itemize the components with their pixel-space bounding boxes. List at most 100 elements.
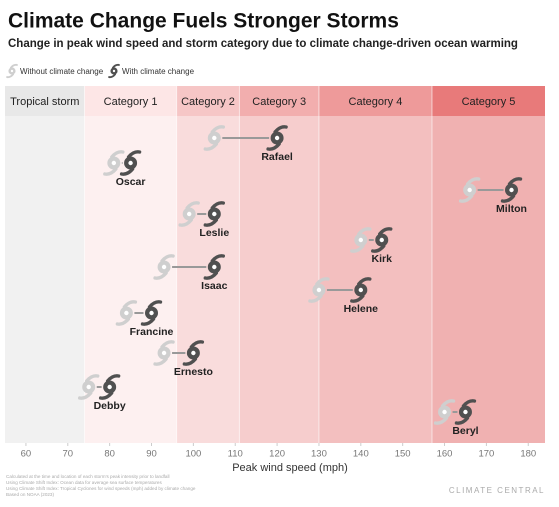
icon-eye: [149, 310, 154, 316]
icon-eye: [186, 211, 192, 217]
with-marker: [182, 340, 205, 366]
icon-tail: [140, 317, 156, 326]
with-marker: [266, 125, 288, 151]
storm-label: Rafael: [261, 151, 293, 163]
icon-tail: [178, 218, 193, 227]
icon-eye: [442, 409, 447, 415]
icon-eye: [86, 384, 91, 390]
footnote: Using Climate Shift Index: Ocean data fo…: [6, 480, 162, 485]
icon-tail: [461, 399, 477, 408]
icon-tail: [507, 177, 523, 186]
storm-label: Milton: [496, 203, 527, 215]
icon-eye: [212, 264, 217, 270]
icon-tail: [350, 244, 365, 253]
icon-eye: [274, 135, 280, 141]
icon-tail: [458, 194, 474, 203]
band-label: Category 1: [104, 96, 158, 108]
icon-tail: [153, 271, 168, 280]
icon-eye: [509, 187, 514, 193]
icon-eye: [124, 310, 129, 316]
x-tick-label: 140: [353, 449, 369, 460]
band: [239, 116, 319, 443]
icon-tail: [110, 150, 125, 159]
icon-tail: [85, 374, 100, 383]
band-label: Tropical storm: [10, 96, 79, 108]
with-marker: [350, 277, 372, 303]
icon-eye: [212, 211, 217, 217]
icon-tail: [210, 254, 226, 263]
x-tick-label: 110: [228, 449, 243, 460]
without-marker: [458, 177, 481, 203]
icon-tail: [153, 357, 168, 366]
icon-tail: [111, 63, 120, 69]
icon-eye: [358, 287, 364, 293]
icon-tail: [122, 300, 138, 309]
with-marker: [119, 150, 142, 176]
band: [5, 116, 85, 443]
icon-tail: [210, 125, 226, 134]
icon-tail: [203, 142, 219, 151]
icon-tail: [378, 227, 393, 236]
icon-tail: [147, 300, 163, 309]
with-marker: [140, 300, 163, 326]
x-tick-label: 120: [269, 449, 285, 460]
x-tick-label: 100: [185, 449, 201, 460]
x-tick-label: 60: [21, 449, 32, 460]
icon-tail: [357, 227, 372, 236]
without-marker: [178, 201, 200, 227]
source-logo: CLIMATE CENTRAL: [449, 486, 545, 495]
icon-tail: [210, 201, 226, 210]
storm-label: Kirk: [372, 253, 393, 265]
icon-eye: [463, 409, 468, 415]
icon-tail: [126, 150, 142, 159]
icon-tail: [115, 317, 131, 326]
without-marker: [350, 227, 372, 253]
band-label: Category 2: [181, 96, 235, 108]
with-marker: [500, 177, 523, 203]
with-marker: [203, 201, 226, 227]
without-marker: [103, 150, 125, 176]
icon-eye: [10, 69, 14, 73]
icon-tail: [433, 416, 449, 425]
icon-tail: [119, 167, 135, 176]
icon-tail: [350, 294, 365, 303]
icon-tail: [108, 73, 117, 79]
icon-tail: [185, 201, 200, 210]
x-tick-label: 80: [104, 449, 115, 460]
without-marker: [78, 374, 100, 400]
icon-tail: [189, 340, 205, 349]
icon-tail: [160, 340, 175, 349]
icon-tail: [315, 277, 330, 286]
without-marker: [308, 277, 330, 303]
icon-tail: [182, 357, 198, 366]
x-axis-label: Peak wind speed (mph): [232, 462, 348, 474]
icon-tail: [440, 399, 456, 408]
band: [431, 116, 545, 443]
icon-tail: [371, 244, 386, 253]
band: [318, 116, 432, 443]
x-tick-label: 160: [437, 449, 453, 460]
icon-tail: [465, 177, 481, 186]
icon-eye: [467, 187, 472, 193]
icon-eye: [161, 264, 167, 270]
icon-tail: [6, 73, 15, 79]
band-label: Category 5: [462, 96, 516, 108]
storm-label: Oscar: [116, 176, 146, 188]
icon-eye: [379, 237, 384, 243]
x-tick-label: 180: [520, 449, 536, 460]
icon-eye: [212, 135, 217, 141]
storm-label: Ernesto: [174, 366, 213, 378]
icon-eye: [161, 350, 167, 356]
band-header: [176, 86, 240, 116]
without-marker: [115, 300, 138, 326]
band-header: [318, 86, 432, 116]
with-marker: [203, 254, 226, 280]
icon-tail: [273, 125, 288, 134]
icon-tail: [203, 218, 219, 227]
band-label: Category 4: [349, 96, 403, 108]
footnote: Using Climate Shift Index: Tropical Cycl…: [6, 486, 196, 491]
chart-title: Climate Change Fuels Stronger Storms: [8, 10, 399, 33]
with-marker: [371, 227, 393, 253]
legend-label: With climate change: [122, 67, 195, 76]
